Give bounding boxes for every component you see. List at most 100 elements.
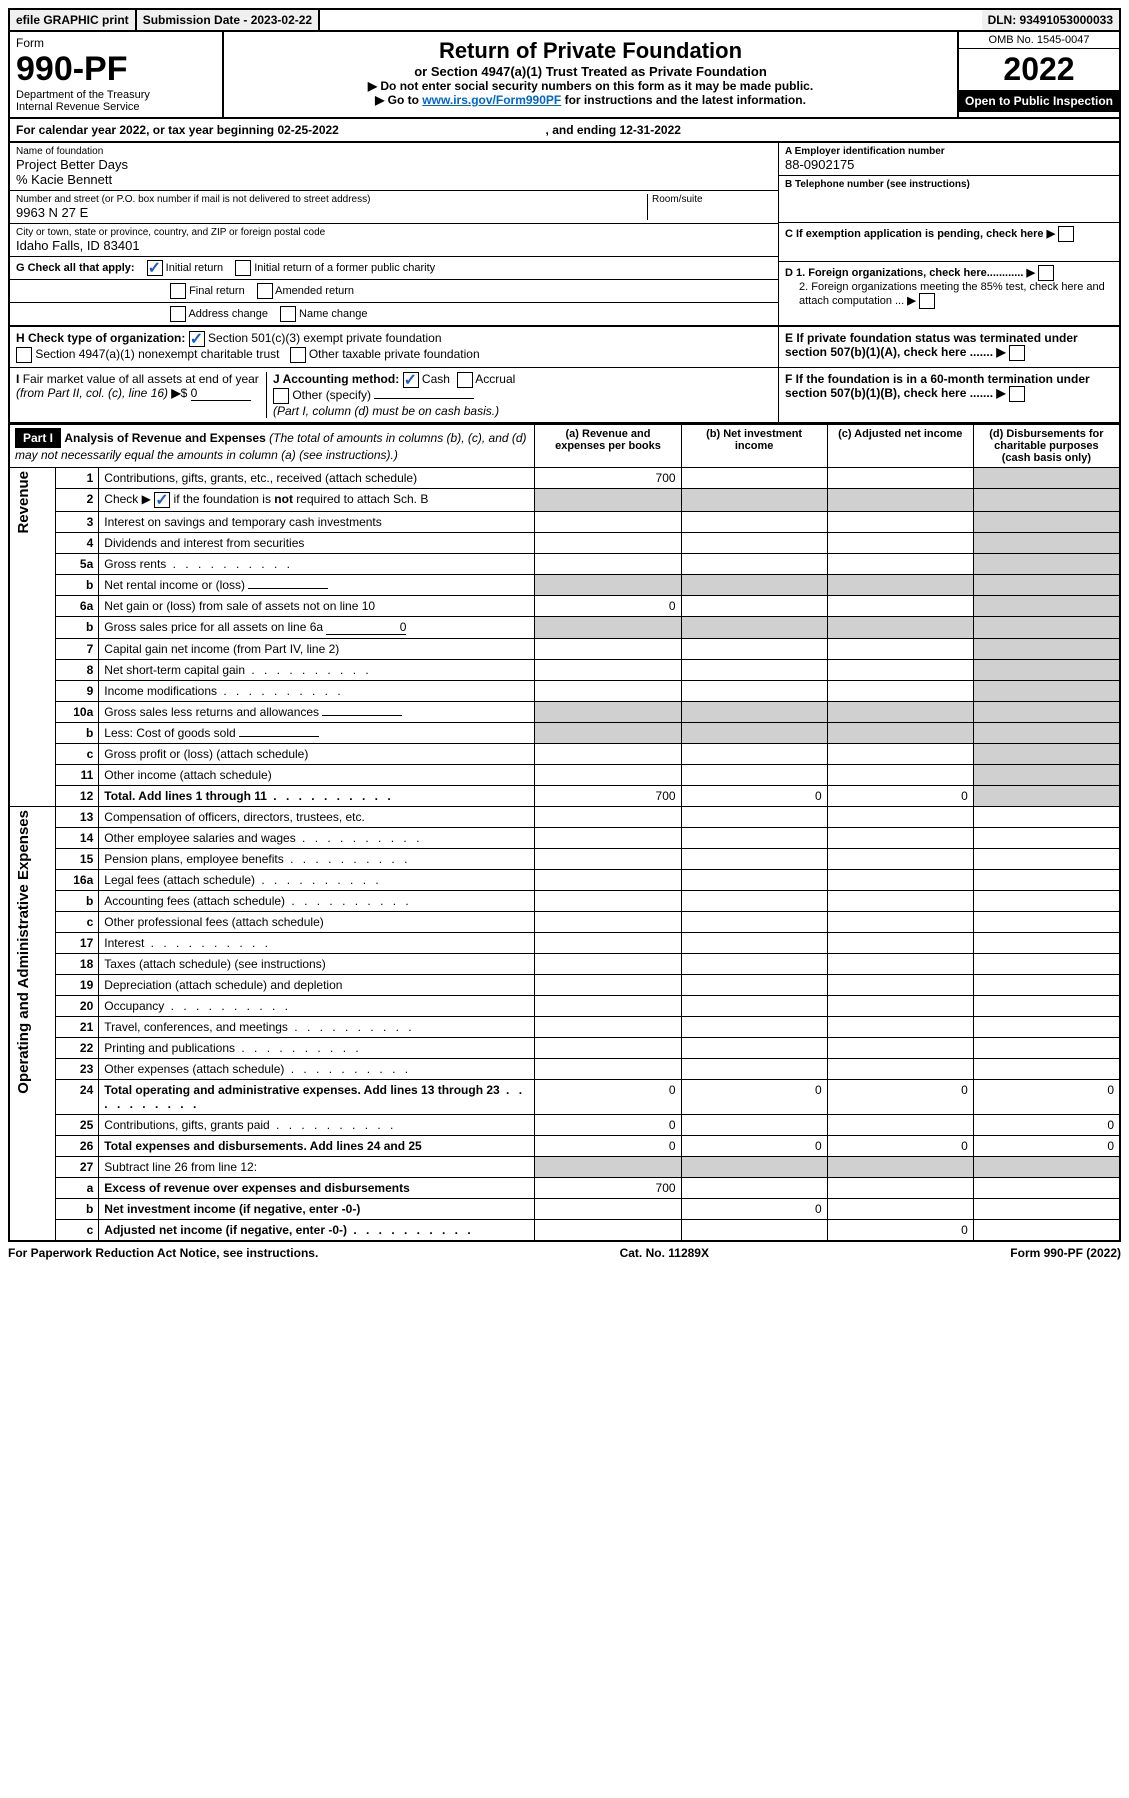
amount-cell xyxy=(827,596,973,617)
row-description: Net rental income or (loss) xyxy=(99,575,535,596)
address: 9963 N 27 E xyxy=(16,205,647,220)
amount-cell xyxy=(535,575,681,596)
checkbox-sch-b[interactable] xyxy=(154,492,170,508)
row-description: Occupancy xyxy=(99,996,535,1017)
amount-cell xyxy=(681,575,827,596)
amount-cell: 700 xyxy=(535,786,681,807)
col-a-header: (a) Revenue and expenses per books xyxy=(535,425,681,468)
amount-cell xyxy=(535,1220,681,1242)
row-description: Printing and publications xyxy=(99,1038,535,1059)
table-row: 20Occupancy xyxy=(9,996,1120,1017)
amount-cell xyxy=(973,891,1120,912)
amount-cell xyxy=(827,828,973,849)
row-number: 4 xyxy=(55,533,99,554)
form-header: Form 990-PF Department of the Treasury I… xyxy=(8,32,1121,119)
checkbox-accrual[interactable] xyxy=(457,372,473,388)
amount-cell xyxy=(827,617,973,639)
row-number: 23 xyxy=(55,1059,99,1080)
amount-cell xyxy=(973,912,1120,933)
tax-year: 2022 xyxy=(959,49,1119,90)
f-label: F If the foundation is in a 60-month ter… xyxy=(785,372,1090,400)
amount-cell xyxy=(681,1115,827,1136)
amount-cell xyxy=(827,512,973,533)
amount-cell xyxy=(973,1038,1120,1059)
table-row: Revenue1Contributions, gifts, grants, et… xyxy=(9,468,1120,489)
row-description: Interest on savings and temporary cash i… xyxy=(99,512,535,533)
amount-cell xyxy=(827,554,973,575)
c-label: C If exemption application is pending, c… xyxy=(785,228,1044,240)
irs-link[interactable]: www.irs.gov/Form990PF xyxy=(422,93,561,107)
checkbox-other-taxable[interactable] xyxy=(290,347,306,363)
amount-cell xyxy=(973,975,1120,996)
amount-cell xyxy=(681,1017,827,1038)
page-footer: For Paperwork Reduction Act Notice, see … xyxy=(8,1242,1121,1260)
amount-cell xyxy=(681,891,827,912)
table-row: 5aGross rents xyxy=(9,554,1120,575)
amount-cell xyxy=(973,554,1120,575)
checkbox-amended-return[interactable] xyxy=(257,283,273,299)
amount-cell: 700 xyxy=(535,468,681,489)
open-public-badge: Open to Public Inspection xyxy=(959,90,1119,112)
checkbox-60month[interactable] xyxy=(1009,386,1025,402)
row-number: 22 xyxy=(55,1038,99,1059)
amount-cell xyxy=(535,933,681,954)
row-number: b xyxy=(55,891,99,912)
expenses-side-label: Operating and Administrative Expenses xyxy=(15,810,32,1094)
table-row: bLess: Cost of goods sold xyxy=(9,723,1120,744)
amount-cell xyxy=(973,660,1120,681)
row-description: Check ▶ if the foundation is not require… xyxy=(99,489,535,512)
row-description: Other employee salaries and wages xyxy=(99,828,535,849)
row-number: 7 xyxy=(55,639,99,660)
checkbox-address-change[interactable] xyxy=(170,306,186,322)
amount-cell xyxy=(535,828,681,849)
row-number: 10a xyxy=(55,702,99,723)
amount-cell: 0 xyxy=(535,1115,681,1136)
checkbox-85pct-test[interactable] xyxy=(919,293,935,309)
checkbox-initial-return[interactable] xyxy=(147,260,163,276)
table-row: 10aGross sales less returns and allowanc… xyxy=(9,702,1120,723)
amount-cell xyxy=(973,1059,1120,1080)
part1-title: Analysis of Revenue and Expenses xyxy=(64,431,265,445)
amount-cell xyxy=(681,660,827,681)
amount-cell xyxy=(535,1199,681,1220)
row-description: Total operating and administrative expen… xyxy=(99,1080,535,1115)
checkbox-name-change[interactable] xyxy=(280,306,296,322)
checkbox-foreign-org[interactable] xyxy=(1038,265,1054,281)
row-number: 26 xyxy=(55,1136,99,1157)
amount-cell xyxy=(827,975,973,996)
amount-cell xyxy=(973,1199,1120,1220)
city-label: City or town, state or province, country… xyxy=(16,227,772,238)
amount-cell xyxy=(973,849,1120,870)
amount-cell: 0 xyxy=(535,1136,681,1157)
amount-cell xyxy=(827,1038,973,1059)
checkbox-former-charity[interactable] xyxy=(235,260,251,276)
checkbox-final-return[interactable] xyxy=(170,283,186,299)
amount-cell xyxy=(973,933,1120,954)
checkbox-cash[interactable] xyxy=(403,372,419,388)
amount-cell xyxy=(535,533,681,554)
info-right: A Employer identification number 88-0902… xyxy=(779,143,1119,325)
city-state-zip: Idaho Falls, ID 83401 xyxy=(16,238,772,253)
checkbox-other-method[interactable] xyxy=(273,388,289,404)
checkbox-4947a1[interactable] xyxy=(16,347,32,363)
amount-cell xyxy=(681,512,827,533)
checkbox-exemption-pending[interactable] xyxy=(1058,226,1074,242)
amount-cell: 0 xyxy=(973,1115,1120,1136)
amount-cell xyxy=(535,744,681,765)
table-row: 27Subtract line 26 from line 12: xyxy=(9,1157,1120,1178)
amount-cell: 700 xyxy=(535,1178,681,1199)
checkbox-501c3[interactable] xyxy=(189,331,205,347)
instr-ssn: ▶ Do not enter social security numbers o… xyxy=(230,79,951,93)
amount-cell xyxy=(681,744,827,765)
amount-cell: 0 xyxy=(681,1080,827,1115)
amount-cell: 0 xyxy=(827,1080,973,1115)
row-description: Gross sales price for all assets on line… xyxy=(99,617,535,639)
row-description: Net short-term capital gain xyxy=(99,660,535,681)
amount-cell xyxy=(535,954,681,975)
amount-cell xyxy=(827,744,973,765)
amount-cell xyxy=(681,912,827,933)
ein-label: A Employer identification number xyxy=(785,146,1113,157)
amount-cell xyxy=(827,870,973,891)
checkbox-status-terminated[interactable] xyxy=(1009,345,1025,361)
amount-cell xyxy=(681,996,827,1017)
